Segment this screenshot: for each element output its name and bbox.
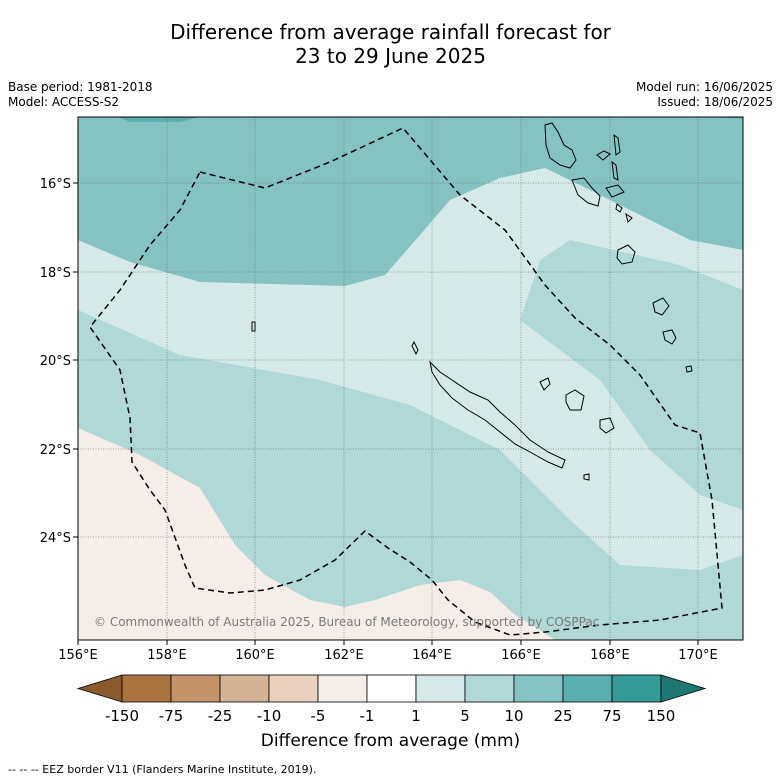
vanuatu-ambrym-coastline [605,184,625,198]
rainfall-field [78,117,743,640]
new-caledonia-coastline [429,360,566,469]
colorbar-tick-label: 10 [504,707,523,725]
vanuatu-tanna-coastline [662,329,677,345]
colorbar-extend-low [76,674,123,703]
lon-label-156e: 156°E [58,648,98,663]
lon-label-166e: 166°E [501,648,541,663]
ouvea-coastline [539,377,551,391]
lifou-coastline [565,389,585,411]
colorbar-segment-1_5 [415,674,466,703]
map-frame [77,116,744,641]
colorbar-title: Difference from average (mm) [260,731,521,751]
isle-of-pines-coastline [583,473,590,481]
lon-label-168e: 168°E [590,648,630,663]
lat-label-20s: 20°S [40,354,71,369]
meta-left: Base period: 1981-2018 Model: ACCESS-S2 [8,80,153,110]
lon-gridlines [166,117,699,640]
lat-gridlines [78,182,743,538]
vanuatu-pentecost-coastline [611,160,619,181]
vanuatu-shepherd-coastline [625,212,633,223]
meta-right: Model run: 16/06/2025 Issued: 18/06/2025 [636,80,773,110]
colorbar-segment-10_25 [513,674,564,703]
colorbar-segment--150_-75 [121,674,172,703]
colorbar-segment--10_-5 [268,674,319,703]
field-5-10 [78,117,743,640]
lon-label-164e: 164°E [412,648,452,663]
belep-islands-coastline [411,340,419,356]
colorbar-tick-label: 150 [647,707,676,725]
lat-labels: 16°S 18°S 20°S 22°S 24°S [40,177,71,546]
vanuatu-malekula-coastline [571,177,601,207]
lat-label-18s: 18°S [40,266,71,281]
vanuatu-espiritu-santo-coastline [544,122,577,169]
colorbar-extend-high [660,674,707,703]
eez-legend-note: -- -- -- EEZ border V11 (Flanders Marine… [8,763,317,776]
colorbar-tick-label: 1 [411,707,421,725]
base-period-text: Base period: 1981-2018 [8,80,153,94]
lon-label-158e: 158°E [147,648,187,663]
colorbar-segment--25_-10 [219,674,270,703]
vanuatu-efate-coastline [616,244,636,265]
coastlines [251,122,693,481]
vanuatu-erromango-coastline [652,297,670,316]
lat-label-24s: 24°S [40,531,71,546]
copyright-text: © Commonwealth of Australia 2025, Bureau… [94,615,599,629]
mare-coastline [599,417,615,434]
vanuatu-ambae-coastline [596,150,611,161]
colorbar-tick-label: -150 [105,707,139,725]
chesterfield-coastline [251,321,256,332]
lon-labels: 156°E 158°E 160°E 162°E 164°E 166°E 168°… [58,648,718,663]
lon-label-160e: 160°E [235,648,275,663]
model-run-text: Model run: 16/06/2025 [635,80,773,94]
colorbar [76,674,707,703]
colorbar-segment-25_75 [562,674,613,703]
colorbar-tick-label: -10 [257,707,282,725]
issued-text: Issued: 18/06/2025 [657,95,773,109]
vanuatu-maewo-coastline [613,133,621,156]
colorbar-tick-label: -5 [311,707,326,725]
field-25-75 [118,117,200,122]
chart-title: Difference from average rainfall forecas… [0,20,781,68]
colorbar-tick-label: -25 [208,707,233,725]
eez-border [89,127,723,636]
colorbar-tick-label: -75 [159,707,184,725]
lat-ticks [73,182,78,538]
colorbar-tick-label: 75 [602,707,621,725]
model-text: Model: ACCESS-S2 [8,95,120,109]
lon-label-162e: 162°E [324,648,364,663]
lat-label-22s: 22°S [40,443,71,458]
title-line-1: Difference from average rainfall forecas… [170,20,611,44]
vanuatu-epi-coastline [615,203,623,213]
colorbar-segment--1_1 [366,674,417,703]
lon-label-170e: 170°E [678,648,718,663]
colorbar-segment--5_-1 [317,674,368,703]
field-10-25 [78,117,743,286]
field-neg5-neg1 [78,428,555,640]
lon-ticks [77,640,699,645]
vanuatu-aneityum-coastline [685,365,693,373]
colorbar-tick-label: 5 [460,707,470,725]
title-line-2: 23 to 29 June 2025 [295,44,486,68]
lat-label-16s: 16°S [40,177,71,192]
colorbar-segment--75_-25 [170,674,221,703]
colorbar-tick-labels: -150 -75 -25 -10 -5 -1 1 5 10 25 75 150 [105,707,675,725]
colorbar-tick-label: -1 [360,707,375,725]
colorbar-tick-label: 25 [553,707,572,725]
colorbar-segment-75_150 [611,674,662,703]
colorbar-segment-5_10 [464,674,515,703]
